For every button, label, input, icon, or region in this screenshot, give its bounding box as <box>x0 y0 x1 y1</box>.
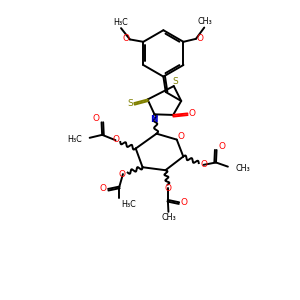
Text: O: O <box>201 160 208 169</box>
Text: O: O <box>188 109 195 118</box>
Text: N: N <box>150 115 158 124</box>
Text: O: O <box>119 169 126 178</box>
Text: O: O <box>177 132 184 141</box>
Text: O: O <box>165 184 172 193</box>
Text: O: O <box>100 184 106 194</box>
Text: CH₃: CH₃ <box>197 17 212 26</box>
Text: CH₃: CH₃ <box>162 213 176 222</box>
Text: O: O <box>93 114 100 123</box>
Text: O: O <box>180 198 187 207</box>
Text: CH₃: CH₃ <box>235 164 250 172</box>
Text: H₃C: H₃C <box>113 18 128 27</box>
Text: O: O <box>112 135 119 144</box>
Text: S: S <box>127 99 133 108</box>
Text: O: O <box>218 142 225 151</box>
Text: O: O <box>196 34 203 43</box>
Text: O: O <box>123 34 130 43</box>
Text: H₃C: H₃C <box>121 200 136 209</box>
Text: S: S <box>172 76 178 85</box>
Text: H₃C: H₃C <box>68 135 82 144</box>
